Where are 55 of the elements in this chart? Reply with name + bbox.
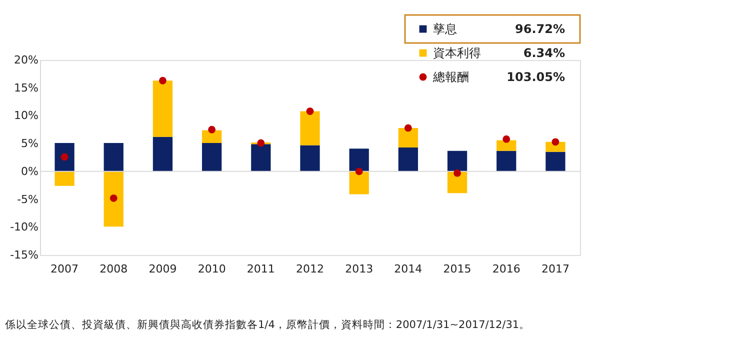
point <box>355 168 363 176</box>
legend-label: 孳息 <box>433 22 457 36</box>
bar <box>202 130 222 144</box>
bar <box>54 143 74 172</box>
y-tick-label: -10% <box>10 220 38 234</box>
x-tick-label: 2016 <box>492 262 520 276</box>
point <box>159 76 166 84</box>
bar <box>251 144 271 172</box>
y-tick-label: 0% <box>21 164 38 178</box>
x-tick-label: 2012 <box>296 262 324 276</box>
bar <box>300 111 320 146</box>
point <box>306 108 314 115</box>
bar <box>202 143 222 172</box>
bar <box>398 128 418 148</box>
bar <box>349 171 369 194</box>
bar <box>496 140 516 151</box>
x-tick-label: 2013 <box>345 262 374 276</box>
x-tick-label: 2008 <box>100 262 128 276</box>
y-tick-label: 15% <box>14 81 38 94</box>
text: 6.34% <box>523 46 565 60</box>
y-tick-label: 10% <box>14 109 38 122</box>
point <box>454 169 461 177</box>
annotation: 103.05% <box>506 70 565 84</box>
x-tick-label: 2014 <box>394 262 422 276</box>
bar <box>398 147 418 172</box>
bar <box>300 145 320 172</box>
point <box>257 139 265 147</box>
x-tick-label: 2010 <box>198 262 226 276</box>
bar <box>546 152 566 172</box>
point <box>404 124 412 132</box>
y-tick-label: 20% <box>14 54 38 66</box>
bar <box>152 136 173 172</box>
point <box>552 138 560 146</box>
point <box>110 194 118 202</box>
text: 96.72% <box>515 22 565 36</box>
bar <box>152 80 173 137</box>
x-tick-label: 2017 <box>541 262 570 276</box>
bar <box>104 143 124 172</box>
legend-label: 總報酬 <box>432 70 469 84</box>
x-tick-label: 2015 <box>443 262 472 276</box>
y-tick-label: 5% <box>21 137 38 150</box>
legend-label: 資本利得 <box>433 46 481 60</box>
x-tick-label: 2007 <box>50 262 79 276</box>
point <box>502 135 510 143</box>
bar <box>447 150 468 172</box>
bar <box>104 171 124 227</box>
x-tick-label: 2011 <box>246 262 275 276</box>
bar <box>496 150 516 172</box>
y-tick-label: -15% <box>10 248 38 262</box>
bar <box>54 171 74 186</box>
text: 係以全球公債、投資級債、新興債與高收債券指數各1/4，原幣計價，資料時間：2007/1/31~2017/12/31。 <box>5 318 530 331</box>
bar <box>349 148 369 172</box>
point <box>208 126 216 134</box>
x-tick-label: 2009 <box>148 262 177 276</box>
y-tick-label: -5% <box>17 192 38 206</box>
